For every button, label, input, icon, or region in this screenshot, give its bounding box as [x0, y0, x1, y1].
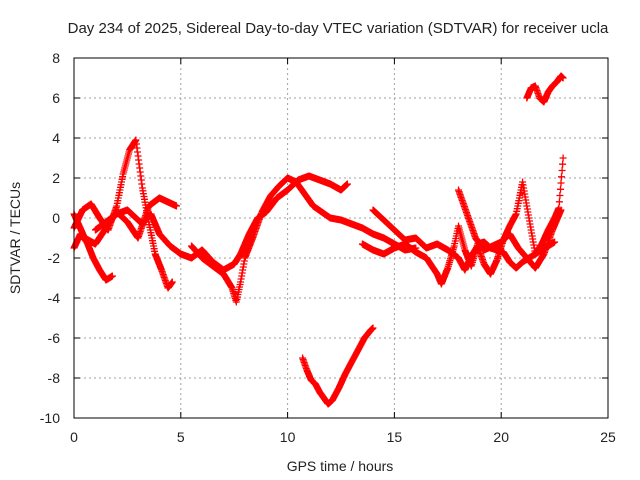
y-tick-label: 2: [52, 170, 60, 186]
series-arc-6: [299, 324, 377, 408]
series-arc-10: [523, 72, 567, 106]
y-tick-label: -8: [48, 370, 61, 386]
y-tick-label: -2: [48, 250, 61, 266]
y-tick-label: -6: [48, 330, 61, 346]
y-tick-label: 6: [52, 90, 60, 106]
x-tick-label: 5: [177, 429, 185, 445]
y-tick-label: -4: [48, 290, 61, 306]
plot-points: [70, 72, 567, 408]
x-axis-label: GPS time / hours: [287, 458, 394, 474]
x-tick-label: 25: [600, 429, 616, 445]
series-arc-9: [455, 186, 565, 272]
y-tick-label: -10: [40, 410, 60, 426]
tick-labels: 0 5 10 15 20 25 -10 -8 -6 -4 -2 0 2 4 6 8: [40, 50, 616, 445]
chart-title: Day 234 of 2025, Sidereal Day-to-day VTE…: [68, 20, 609, 37]
series-markers: [299, 324, 377, 408]
series-markers: [188, 174, 420, 306]
x-tick-label: 0: [70, 429, 78, 445]
y-tick-label: 4: [52, 130, 60, 146]
x-tick-label: 15: [387, 429, 403, 445]
y-axis-label: SDTVAR / TECUs: [7, 182, 23, 294]
series-arc-8: [369, 154, 567, 278]
series-arc-5: [188, 174, 420, 306]
series-markers: [455, 186, 565, 272]
plot-frame: [73, 57, 609, 419]
y-tick-label: 0: [52, 210, 60, 226]
y-tick-label: 8: [52, 50, 60, 66]
x-tick-label: 20: [493, 429, 509, 445]
x-tick-label: 10: [280, 429, 296, 445]
series-markers: [369, 154, 567, 278]
series-markers: [523, 72, 567, 106]
